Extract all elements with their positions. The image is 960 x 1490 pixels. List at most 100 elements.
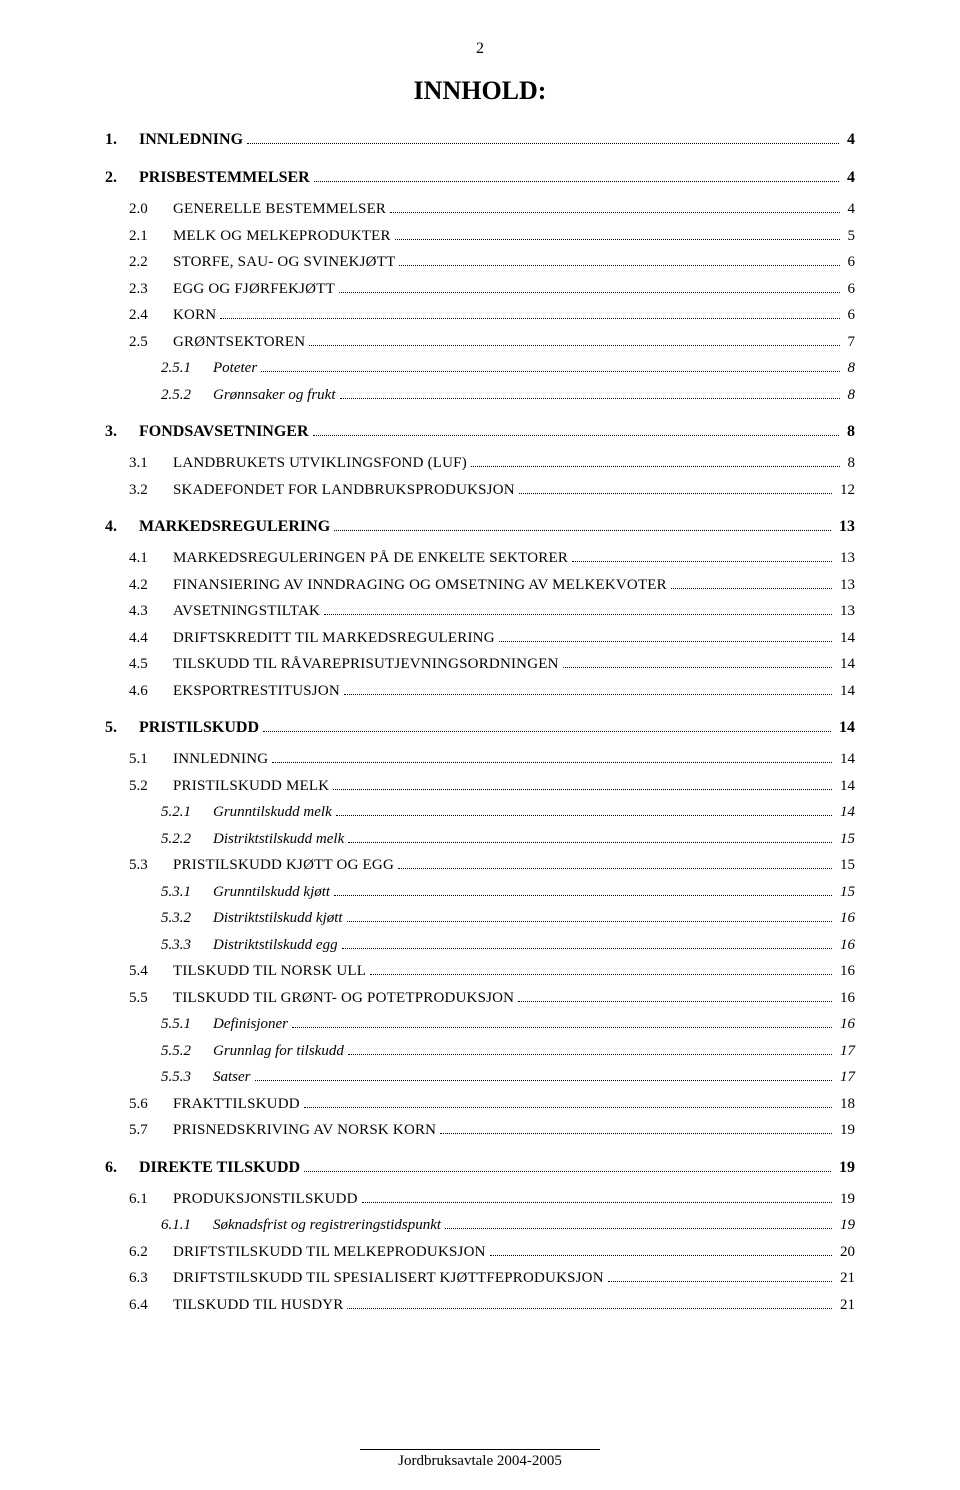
toc-entry-number: 6.1.1 bbox=[161, 1214, 213, 1237]
toc-entry-label: INNLEDNING bbox=[139, 128, 243, 152]
toc-leader-dots bbox=[398, 868, 832, 869]
toc-entry: 5.PRISTILSKUDD14 bbox=[105, 716, 855, 740]
toc-leader-dots bbox=[395, 239, 840, 240]
toc-entry-page: 16 bbox=[836, 987, 855, 1010]
toc-entry: 5.2.2Distriktstilskudd melk15 bbox=[161, 828, 855, 851]
toc-entry-page: 4 bbox=[844, 198, 856, 221]
toc-entry-label: EGG OG FJØRFEKJØTT bbox=[173, 278, 335, 301]
toc-leader-dots bbox=[324, 614, 832, 615]
toc-entry-page: 6 bbox=[844, 278, 856, 301]
toc-entry-number: 2.2 bbox=[129, 251, 173, 274]
toc-entry: 6.4TILSKUDD TIL HUSDYR21 bbox=[129, 1294, 855, 1317]
toc-entry-label: Grønnsaker og frukt bbox=[213, 384, 336, 407]
toc-entry-page: 6 bbox=[844, 304, 856, 327]
toc-entry-page: 19 bbox=[836, 1188, 855, 1211]
toc-entry-label: STORFE, SAU- OG SVINEKJØTT bbox=[173, 251, 395, 274]
toc-entry-page: 14 bbox=[836, 627, 855, 650]
toc-entry-page: 19 bbox=[836, 1214, 855, 1237]
toc-entry-label: FINANSIERING AV INNDRAGING OG OMSETNING … bbox=[173, 574, 667, 597]
toc-entry: 6.3DRIFTSTILSKUDD TIL SPESIALISERT KJØTT… bbox=[129, 1267, 855, 1290]
toc-entry-number: 2.0 bbox=[129, 198, 173, 221]
toc-leader-dots bbox=[370, 974, 832, 975]
toc-entry-page: 14 bbox=[836, 775, 855, 798]
toc-leader-dots bbox=[344, 694, 832, 695]
toc-leader-dots bbox=[348, 1054, 832, 1055]
toc-entry-label: FONDSAVSETNINGER bbox=[139, 420, 309, 444]
toc-leader-dots bbox=[304, 1171, 831, 1172]
page: 2 INNHOLD: 1.INNLEDNING42.PRISBESTEMMELS… bbox=[0, 0, 960, 1490]
toc-entry: 4.4DRIFTSKREDITT TIL MARKEDSREGULERING14 bbox=[129, 627, 855, 650]
toc-entry-number: 2.5 bbox=[129, 331, 173, 354]
toc-entry-page: 14 bbox=[836, 653, 855, 676]
toc-leader-dots bbox=[518, 1001, 832, 1002]
toc-entry-page: 21 bbox=[836, 1294, 855, 1317]
toc-entry-label: Grunnlag for tilskudd bbox=[213, 1040, 344, 1063]
toc-entry-label: SKADEFONDET FOR LANDBRUKSPRODUKSJON bbox=[173, 479, 515, 502]
toc-entry: 4.3AVSETNINGSTILTAK13 bbox=[129, 600, 855, 623]
toc-entry-number: 3.2 bbox=[129, 479, 173, 502]
toc-leader-dots bbox=[339, 292, 840, 293]
toc-entry-label: PRODUKSJONSTILSKUDD bbox=[173, 1188, 358, 1211]
toc-entry-number: 5.1 bbox=[129, 748, 173, 771]
toc-entry-number: 5.6 bbox=[129, 1093, 173, 1116]
toc-entry-label: AVSETNINGSTILTAK bbox=[173, 600, 320, 623]
toc-entry-number: 5.2 bbox=[129, 775, 173, 798]
toc-entry-number: 5.4 bbox=[129, 960, 173, 983]
toc-entry-page: 12 bbox=[836, 479, 855, 502]
toc-entry-page: 20 bbox=[836, 1241, 855, 1264]
toc-leader-dots bbox=[440, 1133, 832, 1134]
toc-leader-dots bbox=[499, 641, 832, 642]
toc-leader-dots bbox=[671, 588, 832, 589]
toc-entry: 5.5.3Satser17 bbox=[161, 1066, 855, 1089]
toc-entry-page: 13 bbox=[835, 515, 855, 539]
toc-entry: 5.5.1Definisjoner16 bbox=[161, 1013, 855, 1036]
toc-entry-label: Grunntilskudd melk bbox=[213, 801, 332, 824]
toc-entry-label: DIREKTE TILSKUDD bbox=[139, 1156, 300, 1180]
toc-entry: 5.3.3Distriktstilskudd egg16 bbox=[161, 934, 855, 957]
toc-entry-page: 18 bbox=[836, 1093, 855, 1116]
toc-entry: 5.3PRISTILSKUDD KJØTT OG EGG15 bbox=[129, 854, 855, 877]
toc-leader-dots bbox=[220, 318, 839, 319]
toc-entry-number: 4.3 bbox=[129, 600, 173, 623]
toc-entry-number: 6.2 bbox=[129, 1241, 173, 1264]
toc-leader-dots bbox=[362, 1202, 832, 1203]
toc-leader-dots bbox=[333, 789, 832, 790]
toc-entry: 4.5TILSKUDD TIL RÅVAREPRISUTJEVNINGSORDN… bbox=[129, 653, 855, 676]
toc-entry: 2.5GRØNTSEKTOREN7 bbox=[129, 331, 855, 354]
toc-leader-dots bbox=[347, 1308, 832, 1309]
toc-leader-dots bbox=[272, 762, 832, 763]
toc-leader-dots bbox=[255, 1080, 833, 1081]
toc-entry-number: 5.3.3 bbox=[161, 934, 213, 957]
toc-entry: 5.2.1Grunntilskudd melk14 bbox=[161, 801, 855, 824]
toc-entry-page: 16 bbox=[836, 960, 855, 983]
toc-entry-label: Poteter bbox=[213, 357, 257, 380]
toc-entry-page: 5 bbox=[844, 225, 856, 248]
toc-leader-dots bbox=[304, 1107, 832, 1108]
toc-entry-label: PRISTILSKUDD KJØTT OG EGG bbox=[173, 854, 394, 877]
toc-entry-label: MARKEDSREGULERING bbox=[139, 515, 330, 539]
toc-entry-page: 21 bbox=[836, 1267, 855, 1290]
toc-leader-dots bbox=[471, 466, 840, 467]
toc-entry: 5.5.2Grunnlag for tilskudd17 bbox=[161, 1040, 855, 1063]
toc-entry-page: 8 bbox=[843, 420, 855, 444]
toc-entry: 5.2PRISTILSKUDD MELK 14 bbox=[129, 775, 855, 798]
toc-entry-number: 2.5.1 bbox=[161, 357, 213, 380]
toc-entry-label: TILSKUDD TIL HUSDYR bbox=[173, 1294, 343, 1317]
toc-leader-dots bbox=[340, 398, 840, 399]
toc-entry: 6.2DRIFTSTILSKUDD TIL MELKEPRODUKSJON20 bbox=[129, 1241, 855, 1264]
toc-entry: 2.5.1Poteter8 bbox=[161, 357, 855, 380]
toc-entry-page: 15 bbox=[836, 881, 855, 904]
toc-entry-number: 5. bbox=[105, 716, 139, 740]
toc-entry-page: 19 bbox=[835, 1156, 855, 1180]
toc-entry-label: PRISTILSKUDD MELK bbox=[173, 775, 329, 798]
toc-entry-label: TILSKUDD TIL RÅVAREPRISUTJEVNINGSORDNING… bbox=[173, 653, 559, 676]
toc-leader-dots bbox=[608, 1281, 832, 1282]
toc-entry-label: Grunntilskudd kjøtt bbox=[213, 881, 330, 904]
toc-entry-number: 1. bbox=[105, 128, 139, 152]
toc-leader-dots bbox=[390, 212, 839, 213]
toc-entry: 4.MARKEDSREGULERING13 bbox=[105, 515, 855, 539]
toc-entry-page: 15 bbox=[836, 828, 855, 851]
toc-leader-dots bbox=[292, 1027, 832, 1028]
toc-entry-label: Distriktstilskudd melk bbox=[213, 828, 344, 851]
toc-entry: 4.1MARKEDSREGULERINGEN PÅ DE ENKELTE SEK… bbox=[129, 547, 855, 570]
